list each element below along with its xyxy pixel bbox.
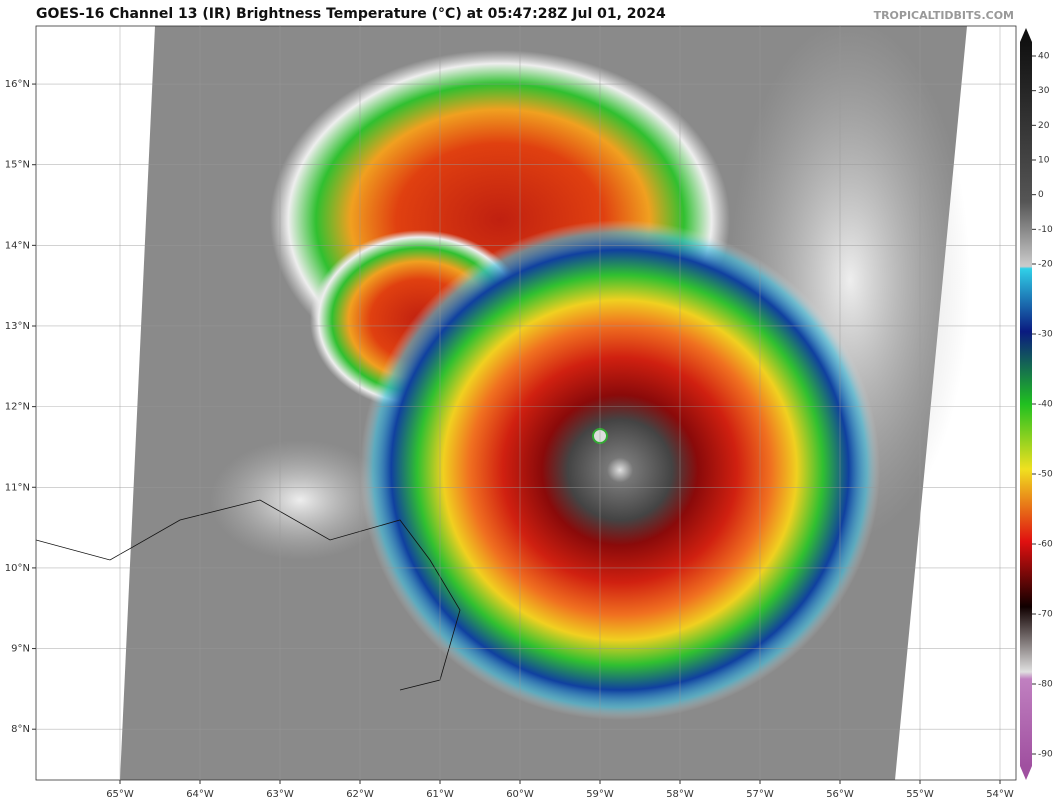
x-tick-label: 62°W bbox=[346, 789, 374, 800]
colorbar-tick-label: 20 bbox=[1038, 121, 1050, 131]
colorbar-tick-label: -10 bbox=[1038, 225, 1053, 235]
colorbar-tick-label: -90 bbox=[1038, 750, 1053, 760]
colorbar-tick-label: 0 bbox=[1038, 190, 1044, 200]
y-tick-label: 9°N bbox=[11, 644, 30, 655]
colorbar-tick-label: -60 bbox=[1038, 540, 1053, 550]
credit: TROPICALTIDBITS.COM bbox=[874, 9, 1014, 22]
y-tick-label: 16°N bbox=[5, 79, 30, 90]
colorbar-tick-label: -80 bbox=[1038, 680, 1053, 690]
y-tick-label: 8°N bbox=[11, 724, 30, 735]
colorbar-tick-label: 10 bbox=[1038, 156, 1050, 166]
x-tick-label: 59°W bbox=[586, 789, 614, 800]
colorbar-arrow bbox=[1020, 766, 1032, 780]
colorbar bbox=[1020, 42, 1032, 766]
x-tick-label: 65°W bbox=[106, 789, 134, 800]
x-tick-label: 64°W bbox=[186, 789, 214, 800]
colorbar-arrow bbox=[1020, 28, 1032, 42]
colorbar-tick-label: 30 bbox=[1038, 86, 1050, 96]
colorbar-tick-label: -70 bbox=[1038, 610, 1053, 620]
colorbar-tick-label: -20 bbox=[1038, 260, 1053, 270]
colorbar-tick-label: -30 bbox=[1038, 330, 1053, 340]
imagery bbox=[36, 26, 1016, 780]
x-tick-label: 61°W bbox=[426, 789, 454, 800]
y-tick-label: 13°N bbox=[5, 321, 30, 332]
title: GOES-16 Channel 13 (IR) Brightness Tempe… bbox=[36, 6, 666, 22]
colorbar-tick-label: -40 bbox=[1038, 400, 1053, 410]
x-tick-label: 58°W bbox=[666, 789, 694, 800]
x-tick-label: 55°W bbox=[906, 789, 934, 800]
y-tick-label: 12°N bbox=[5, 402, 30, 413]
colorbar-tick-label: 40 bbox=[1038, 52, 1050, 62]
y-tick-label: 11°N bbox=[5, 482, 30, 493]
y-tick-label: 10°N bbox=[5, 563, 30, 574]
y-tick-label: 15°N bbox=[5, 160, 30, 171]
x-tick-label: 57°W bbox=[746, 789, 774, 800]
x-tick-label: 63°W bbox=[266, 789, 294, 800]
y-tick-label: 14°N bbox=[5, 240, 30, 251]
x-tick-label: 54°W bbox=[986, 789, 1014, 800]
x-tick-label: 60°W bbox=[506, 789, 534, 800]
x-tick-label: 56°W bbox=[826, 789, 854, 800]
colorbar-tick-label: -50 bbox=[1038, 470, 1053, 480]
